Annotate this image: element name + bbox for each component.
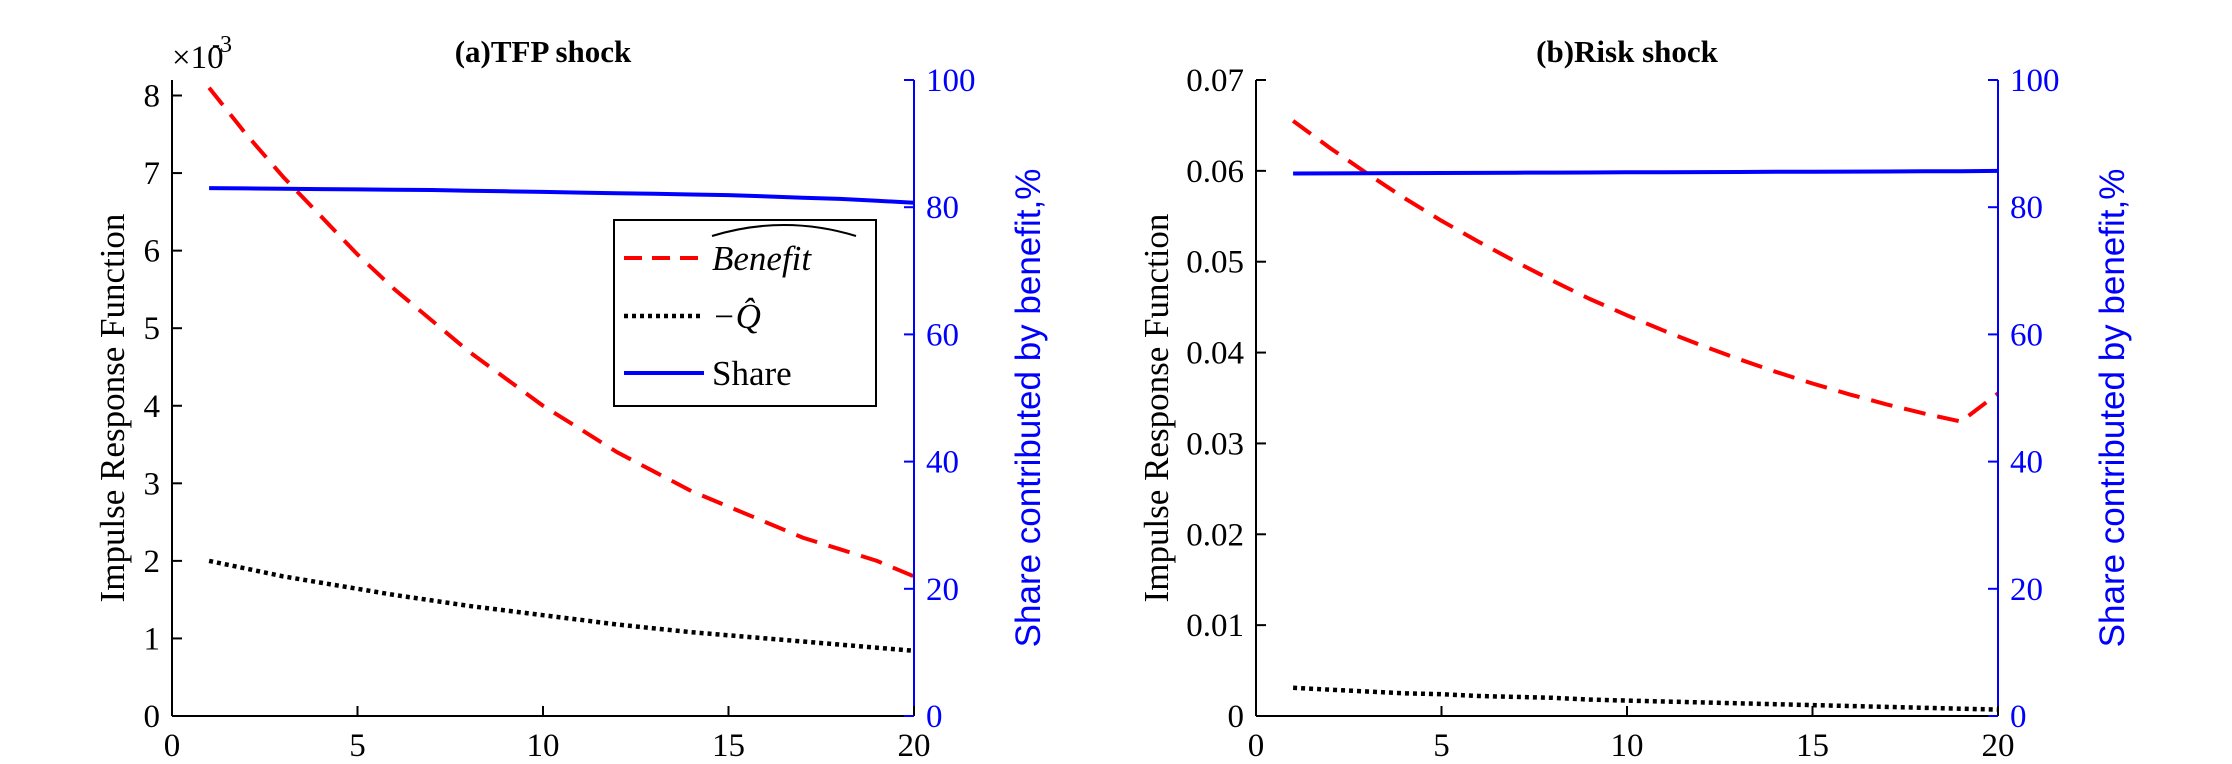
panel-b-y-tick-label: 0.05 (1186, 245, 1244, 281)
panel-b: 0 5 10 15 2000.010.020.030.040.050.060.07020… (1137, 34, 2132, 764)
panel-a-ylabel: Impulse Response Function (93, 214, 132, 603)
panel-a-y-tick-label: 6 (144, 234, 161, 270)
panel-b-y-right-tick-label: 80 (2010, 190, 2043, 226)
panel-a-exponent-value: -3 (212, 32, 232, 58)
panel-b-x-tick-label: 20 (1982, 728, 2015, 764)
panel-a-y-tick-label: 2 (144, 544, 161, 580)
panel-a-x-tick-label: 10 (527, 728, 560, 764)
panel-a-series-share-line (209, 186, 915, 205)
panel-b-x-tick-label: 10 (1611, 728, 1644, 764)
panel-b-axes: 0 5 10 15 2000.010.020.030.040.050.060.07020… (1186, 63, 2059, 764)
panel-b-series-benefit-line (1291, 119, 2000, 424)
panel-a-y-tick-label: 8 (144, 79, 161, 115)
panel-b-ylabel-right: Share contributed by benefit,% (2093, 169, 2132, 648)
panel-a-y-tick-label: 1 (144, 621, 161, 657)
panel-a-y-tick-label: 4 (144, 389, 161, 425)
legend-q-label: −Q̂ (712, 296, 761, 336)
panel-b-ylabel: Impulse Response Function (1137, 214, 1176, 603)
panel-a-ylabel-right: Share contributed by benefit,% (1009, 169, 1048, 648)
panel-a-y-tick-label: 5 (144, 311, 161, 347)
panel-a-y-tick-label: 7 (144, 156, 161, 192)
panel-a-plot-area (207, 86, 915, 654)
panel-b-y-tick-label: 0 (1228, 699, 1245, 735)
panel-a-y-right-tick-label: 80 (926, 190, 959, 226)
legend-benefit-hat (711, 224, 857, 237)
panel-a-y-right-tick-label: 100 (926, 63, 976, 99)
panel-b-y-tick-label: 0.06 (1186, 154, 1244, 190)
panel-a-x-tick-label: 20 (898, 728, 931, 764)
panel-a-exponent-label: ×10 (172, 40, 224, 76)
panel-b-y-tick-label: 0.01 (1186, 608, 1244, 644)
panel-b-plot-area (1291, 119, 2000, 712)
panel-b-series-share-line (1293, 168, 1999, 176)
panel-b-y-right-tick-label: 0 (2010, 699, 2027, 735)
panel-a-title: (a)TFP shock (455, 34, 632, 69)
panel-a-legend: Benefit −Q̂ Share (613, 219, 877, 407)
panel-b-y-right-tick-label: 40 (2010, 445, 2043, 481)
panel-b-y-tick-label: 0.02 (1186, 517, 1244, 553)
panel-a-y-right-tick-label: 60 (926, 317, 959, 353)
panel-a-y-tick-label: 3 (144, 466, 161, 502)
legend-benefit-label: Benefit (712, 239, 812, 278)
panel-a-y-tick-label: 0 (144, 699, 161, 735)
panel-a-x-tick-label: 5 (349, 728, 366, 764)
panel-b-y-tick-label: 0.07 (1186, 63, 1244, 99)
panel-b-y-right-tick-label: 100 (2010, 63, 2060, 99)
panel-a-x-tick-label: 15 (712, 728, 745, 764)
panel-b-title: (b)Risk shock (1536, 34, 1719, 69)
panel-b-y-tick-label: 0.03 (1186, 426, 1244, 462)
panel-b-y-right-tick-label: 60 (2010, 317, 2043, 353)
panel-a-x-tick-label: 0 (164, 728, 181, 764)
panel-b-y-right-tick-label: 20 (2010, 572, 2043, 608)
panel-a-y-right-tick-label: 0 (926, 699, 943, 735)
panel-b-x-tick-label: 15 (1796, 728, 1829, 764)
panel-a-series-q-line (208, 558, 915, 654)
legend-share-label: Share (712, 354, 792, 393)
panel-b-x-tick-label: 5 (1433, 728, 1450, 764)
panel-b-y-tick-label: 0.04 (1186, 336, 1244, 372)
panel-b-x-tick-label: 0 (1248, 728, 1265, 764)
panel-b-series-q-line (1292, 685, 1999, 712)
panel-a-series-benefit-line (207, 86, 915, 579)
panel-a-y-right-tick-label: 40 (926, 445, 959, 481)
panel-a-y-right-tick-label: 20 (926, 572, 959, 608)
